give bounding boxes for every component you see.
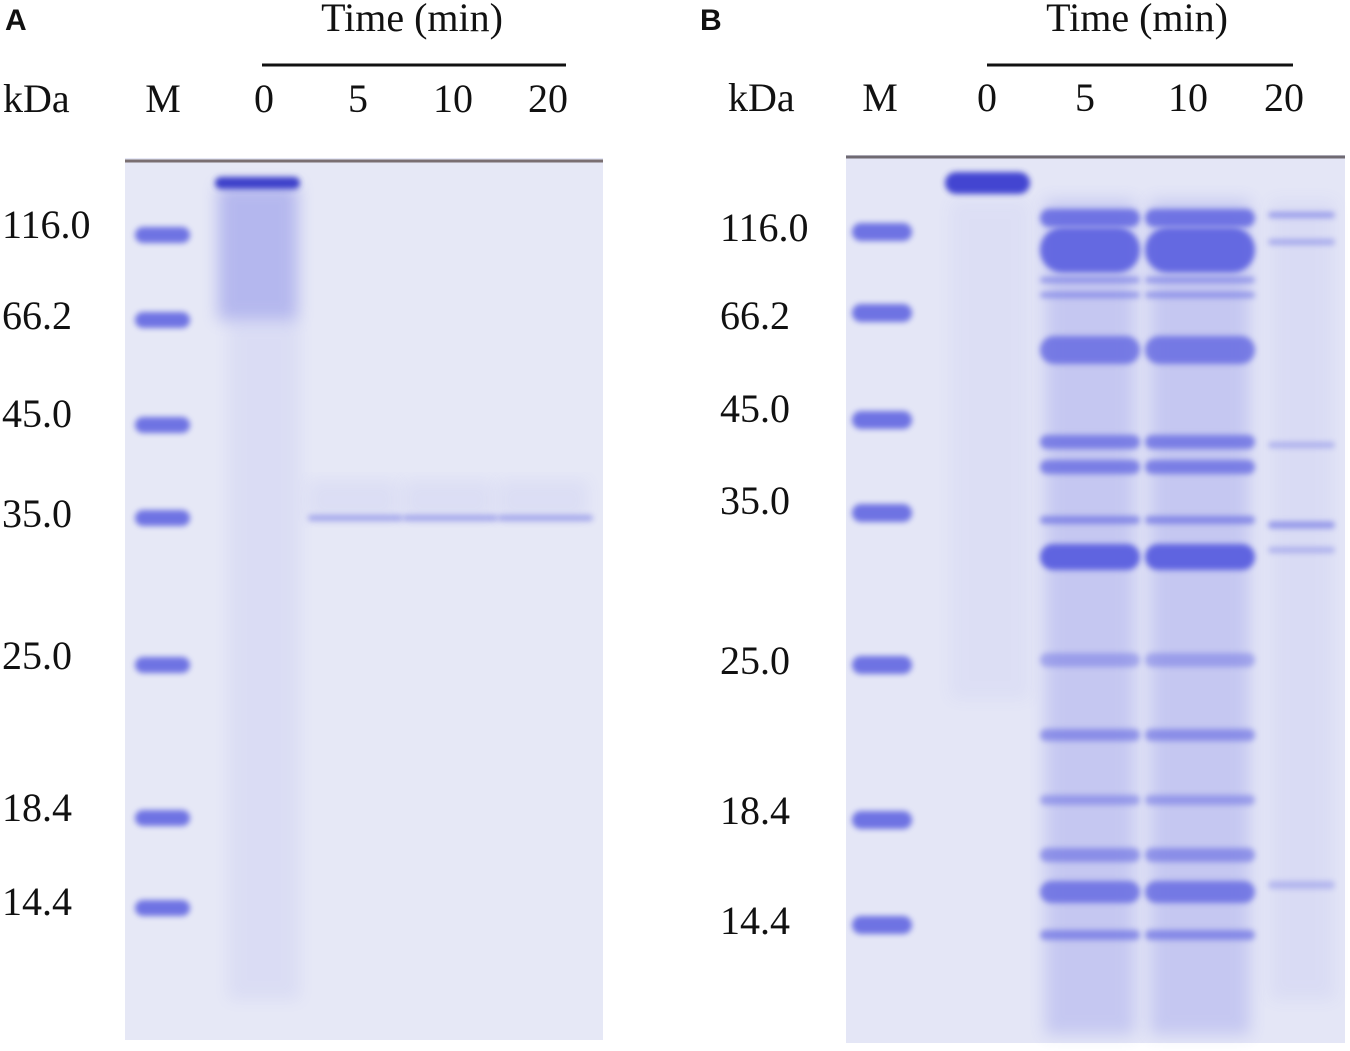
lane-label: 0	[977, 75, 997, 120]
band	[135, 810, 190, 826]
band	[1145, 292, 1255, 298]
smear	[1045, 200, 1135, 1035]
band	[852, 223, 912, 241]
lane-label: M	[862, 75, 898, 120]
band	[1268, 212, 1335, 218]
band	[1040, 848, 1140, 862]
band	[852, 504, 912, 522]
marker-label: 25.0	[2, 633, 72, 678]
band	[135, 227, 190, 243]
band	[1040, 544, 1140, 570]
band	[1040, 881, 1140, 903]
marker-label: 116.0	[720, 205, 809, 250]
band	[135, 900, 190, 916]
marker-label: 45.0	[2, 391, 72, 436]
band	[852, 916, 912, 934]
band	[1145, 881, 1255, 903]
band	[135, 657, 190, 673]
band	[1040, 930, 1140, 940]
smear	[1150, 200, 1250, 1035]
band	[215, 177, 300, 189]
lane-label: 10	[433, 76, 473, 121]
band	[1268, 442, 1335, 448]
bands	[135, 172, 1335, 1035]
band	[1145, 435, 1255, 449]
band	[1145, 460, 1255, 474]
gel	[125, 158, 603, 1040]
lane-label: M	[145, 76, 181, 121]
unit: kDa	[3, 76, 70, 121]
band	[1145, 227, 1255, 273]
unit: kDa	[728, 75, 795, 120]
marker-label: 14.4	[2, 879, 72, 924]
marker-label: 116.0	[2, 202, 91, 247]
lane-label: 0	[254, 76, 274, 121]
band	[1145, 653, 1255, 667]
band	[1145, 848, 1255, 862]
smear	[1270, 200, 1335, 1000]
band	[1268, 547, 1335, 553]
band	[1268, 881, 1335, 889]
band	[852, 811, 912, 829]
band	[1145, 277, 1255, 283]
smear	[403, 480, 493, 520]
smear	[498, 480, 588, 520]
band	[1040, 653, 1140, 667]
band	[1268, 521, 1335, 529]
lane-label: 5	[348, 76, 368, 121]
band	[1268, 239, 1335, 245]
smear	[228, 320, 300, 1000]
band	[1040, 460, 1140, 474]
smear	[308, 480, 398, 520]
band	[1145, 209, 1255, 227]
marker-label: 66.2	[720, 293, 790, 338]
band	[1040, 227, 1140, 273]
band	[1040, 795, 1140, 805]
marker-label: 35.0	[720, 478, 790, 523]
marker-label: 18.4	[720, 788, 790, 833]
marker-label: 25.0	[720, 638, 790, 683]
panel-label: A	[5, 4, 27, 37]
marker-label: 18.4	[2, 785, 72, 830]
band	[1040, 292, 1140, 298]
marker-label: 66.2	[2, 293, 72, 338]
band	[1145, 336, 1255, 364]
lane-label: 20	[528, 76, 568, 121]
marker-label: 14.4	[720, 898, 790, 943]
band	[945, 172, 1030, 194]
header: Time (min)	[321, 0, 503, 40]
band	[1145, 544, 1255, 570]
band	[1040, 209, 1140, 227]
smear	[950, 200, 1030, 700]
band	[1145, 729, 1255, 741]
band	[852, 411, 912, 429]
band	[852, 656, 912, 674]
band	[1040, 516, 1140, 524]
band	[1040, 336, 1140, 364]
band	[135, 312, 190, 328]
lane-label: 5	[1075, 75, 1095, 120]
band	[1145, 930, 1255, 940]
lane-label: 10	[1168, 75, 1208, 120]
marker-label: 45.0	[720, 386, 790, 431]
band	[852, 304, 912, 322]
band	[1040, 277, 1140, 283]
header: Time (min)	[1046, 0, 1228, 40]
panel-label: B	[700, 4, 722, 37]
marker-label: 35.0	[2, 491, 72, 536]
labels: A Time (min) kDa M 0 5 10 20 116.0 66.2 45.0 35.0 25…	[2, 0, 1304, 943]
band	[1145, 516, 1255, 524]
band	[135, 417, 190, 433]
lane-label: 20	[1264, 75, 1304, 120]
smear	[218, 185, 298, 320]
band	[1040, 729, 1140, 741]
band	[135, 510, 190, 526]
band	[1040, 435, 1140, 449]
band	[1145, 795, 1255, 805]
